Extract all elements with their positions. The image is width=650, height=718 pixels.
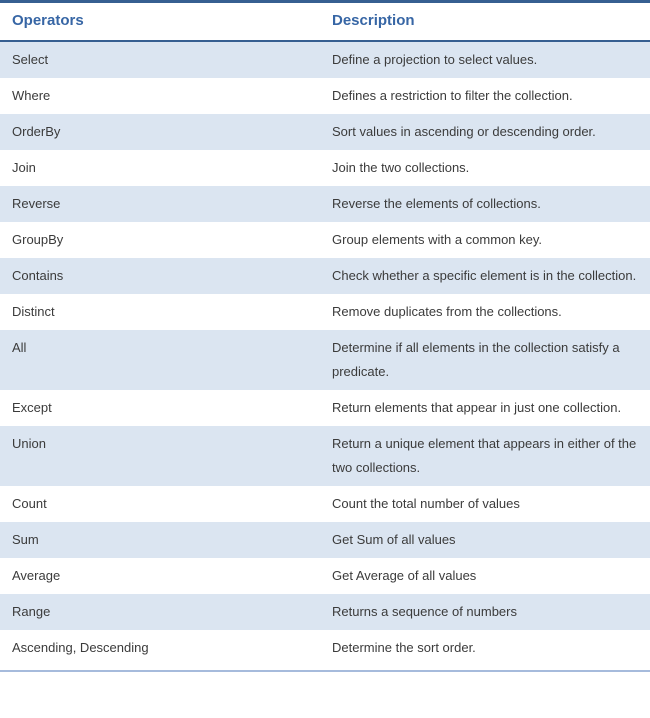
description-cell: Sort values in ascending or descending o… xyxy=(332,124,596,139)
description-cell: Get Average of all values xyxy=(332,568,477,583)
operators-column-header: Operators xyxy=(0,1,325,42)
table-row: Union Return a unique element that appea… xyxy=(0,426,650,486)
operator-cell: Where xyxy=(12,88,51,103)
table-row: Ascending, Descending Determine the sort… xyxy=(0,630,650,666)
description-cell: Reverse the elements of collections. xyxy=(332,196,541,211)
table-row: Distinct Remove duplicates from the coll… xyxy=(0,294,650,330)
table-row: Count Count the total number of values xyxy=(0,486,650,522)
operator-cell: Ascending, Descending xyxy=(12,640,149,655)
table-row: Contains Check whether a specific elemen… xyxy=(0,258,650,294)
operator-cell: Range xyxy=(12,604,51,619)
table-row: Where Defines a restriction to filter th… xyxy=(0,78,650,114)
description-cell: Group elements with a common key. xyxy=(332,232,543,247)
operator-cell: Count xyxy=(12,496,47,511)
operators-reference-page: Operators Description Select Define a pr… xyxy=(0,0,650,672)
table-row: All Determine if all elements in the col… xyxy=(0,330,650,390)
table-row: Average Get Average of all values xyxy=(0,558,650,594)
operator-cell: OrderBy xyxy=(12,124,61,139)
table-row: Reverse Reverse the elements of collecti… xyxy=(0,186,650,222)
table-row: Sum Get Sum of all values xyxy=(0,522,650,558)
description-cell: Check whether a specific element is in t… xyxy=(332,268,637,283)
description-cell: Return a unique element that appears in … xyxy=(332,436,637,475)
table-row: Join Join the two collections. xyxy=(0,150,650,186)
table-header-row: Operators Description xyxy=(0,1,650,42)
table-row: GroupBy Group elements with a common key… xyxy=(0,222,650,258)
operator-cell: Select xyxy=(12,52,49,67)
operator-cell: Reverse xyxy=(12,196,61,211)
operator-cell: Except xyxy=(12,400,52,415)
operator-cell: Contains xyxy=(12,268,64,283)
operators-table: Operators Description Select Define a pr… xyxy=(0,0,650,666)
description-column-header: Description xyxy=(325,1,650,42)
operator-cell: Union xyxy=(12,436,46,451)
table-row: Range Returns a sequence of numbers xyxy=(0,594,650,630)
description-cell: Remove duplicates from the collections. xyxy=(332,304,562,319)
description-cell: Determine the sort order. xyxy=(332,640,476,655)
description-cell: Join the two collections. xyxy=(332,160,470,175)
operator-cell: GroupBy xyxy=(12,232,64,247)
table-row: OrderBy Sort values in ascending or desc… xyxy=(0,114,650,150)
description-cell: Return elements that appear in just one … xyxy=(332,400,622,415)
operator-cell: Distinct xyxy=(12,304,55,319)
description-cell: Define a projection to select values. xyxy=(332,52,538,67)
operator-cell: Sum xyxy=(12,532,39,547)
operator-cell: All xyxy=(12,340,27,355)
operator-cell: Join xyxy=(12,160,36,175)
description-cell: Count the total number of values xyxy=(332,496,520,511)
table-row: Select Define a projection to select val… xyxy=(0,41,650,78)
operator-cell: Average xyxy=(12,568,61,583)
table-bottom-rule xyxy=(0,670,650,672)
description-cell: Returns a sequence of numbers xyxy=(332,604,517,619)
description-cell: Determine if all elements in the collect… xyxy=(332,340,620,379)
description-cell: Defines a restriction to filter the coll… xyxy=(332,88,573,103)
description-cell: Get Sum of all values xyxy=(332,532,456,547)
table-row: Except Return elements that appear in ju… xyxy=(0,390,650,426)
